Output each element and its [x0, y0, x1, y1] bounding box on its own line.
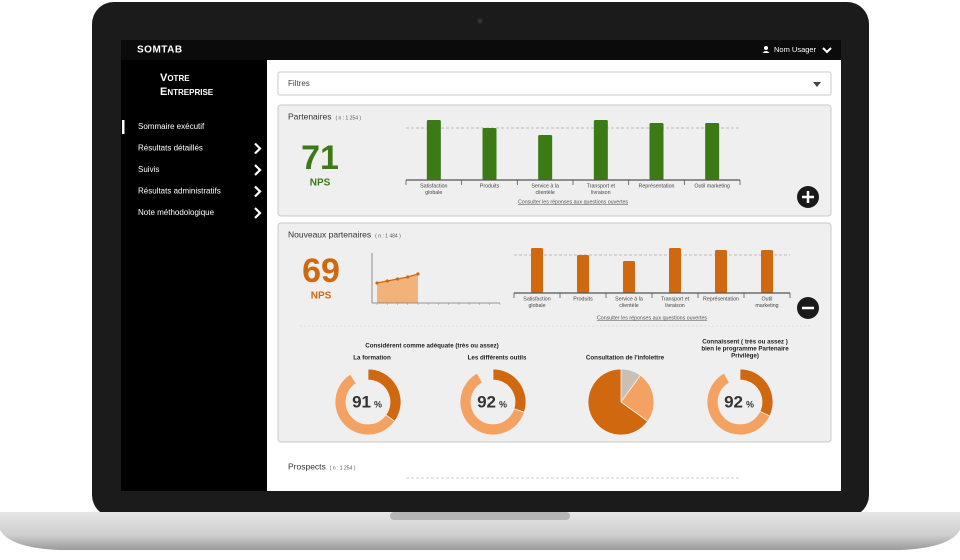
menu-item[interactable]: Résultats administratifs — [138, 187, 221, 196]
filters-label[interactable]: Filtres — [288, 79, 310, 88]
donut-unit: % — [499, 399, 507, 409]
donut-label: Connaissent ( très ou assez ) — [702, 339, 788, 346]
pie-slice — [620, 374, 655, 422]
bar-label: Représentation — [703, 296, 739, 302]
bar-label: Transport et — [587, 183, 616, 189]
panel-count: ( n : 1 484 ) — [375, 233, 401, 239]
bar — [715, 250, 727, 293]
donut-value: 92 — [724, 392, 743, 411]
bar-label: Outil marketing — [694, 183, 730, 189]
donut-unit: % — [746, 399, 754, 409]
bar — [426, 120, 441, 180]
donut-unit: % — [374, 399, 382, 409]
bar-label: Outil — [762, 296, 773, 302]
user-name[interactable]: Nom Usager — [774, 45, 817, 54]
trend-point — [395, 277, 400, 281]
menu-item[interactable]: Note méthodologique — [138, 208, 215, 217]
menu-chevron[interactable] — [254, 207, 262, 219]
donut-segment — [459, 372, 525, 436]
sidebar — [121, 60, 267, 491]
donut-label: Privilège) — [731, 353, 759, 360]
nps-score: 69 — [302, 252, 340, 290]
logo: SOMTAB — [137, 45, 183, 56]
donut-heading: Considérent comme adéquate (très ou asse… — [365, 343, 498, 350]
panel — [277, 104, 832, 217]
bar-label: Produits — [573, 296, 593, 302]
panel-count: ( n : 1 254 ) — [335, 115, 361, 121]
active-indicator — [122, 120, 125, 134]
donut-label: bien le programme Partenaire — [701, 346, 789, 353]
bar — [761, 250, 773, 293]
open-answers-link[interactable]: Consulter les réponses aux questions ouv… — [597, 315, 707, 321]
plus-icon[interactable] — [802, 191, 814, 203]
bar — [593, 120, 608, 180]
donut-value: 91 — [352, 392, 371, 411]
menu-item[interactable]: Résultats détaillés — [138, 144, 203, 153]
bar — [649, 123, 664, 180]
donut-label: Consultation de l'infolettre — [586, 355, 665, 362]
bar — [482, 128, 497, 180]
bar-label: Service à la — [531, 183, 559, 189]
menu-item[interactable]: Suivis — [138, 165, 159, 174]
donut-label: Les différents outils — [468, 355, 527, 362]
bar-label: Représentation — [639, 183, 675, 189]
filters-caret[interactable] — [813, 82, 821, 87]
user-icon — [764, 46, 768, 50]
trend-point — [416, 272, 420, 276]
bar-label: clientèle — [535, 190, 554, 196]
bar-label: globale — [425, 190, 442, 196]
nps-label: NPS — [310, 178, 331, 189]
panel-title: Partenaires — [288, 111, 331, 121]
menu-item[interactable]: Sommaire exécutif — [138, 122, 205, 131]
bar-label: Service à la — [615, 296, 643, 302]
pie-slice — [587, 368, 649, 436]
bar — [538, 135, 553, 180]
bar-label: Satisfaction — [420, 183, 447, 189]
bar — [531, 248, 543, 293]
camera — [477, 18, 483, 24]
user-icon — [762, 51, 770, 53]
bar-label: marketing — [755, 303, 778, 309]
bar-label: livraison — [591, 190, 610, 196]
trend-point — [375, 281, 379, 285]
brand-title: Votre — [160, 72, 190, 84]
open-answers-link[interactable]: Consulter les réponses aux questions ouv… — [518, 199, 628, 205]
panel-count: ( n : 1 254 ) — [330, 465, 356, 471]
filters-box[interactable] — [277, 71, 832, 96]
nps-score: 71 — [301, 139, 339, 177]
nps-label: NPS — [311, 291, 332, 302]
menu-chevron[interactable] — [254, 164, 262, 176]
brand-title: Entreprise — [160, 86, 214, 98]
bar — [705, 123, 720, 180]
bar — [577, 255, 589, 293]
user-chevron[interactable] — [822, 47, 832, 54]
menu-chevron[interactable] — [254, 185, 262, 198]
bar-label: clientèle — [619, 303, 638, 309]
laptop-notch — [390, 512, 570, 520]
donut-segment — [706, 372, 771, 436]
bar-label: Transport et — [661, 296, 690, 302]
donut-label: La formation — [353, 355, 391, 362]
bar-label: Produits — [480, 183, 500, 189]
trend-point — [406, 275, 410, 279]
trend-point — [385, 279, 389, 283]
panel-title: Prospects — [288, 461, 326, 471]
panel-title: Nouveaux partenaires — [288, 229, 371, 239]
laptop-base — [0, 512, 960, 550]
donut-value: 92 — [477, 392, 496, 411]
top-bar — [121, 40, 841, 60]
bar — [669, 248, 681, 293]
bar-label: globale — [528, 303, 545, 309]
donut-segment — [334, 373, 396, 436]
bar-label: Satisfaction — [523, 296, 550, 302]
bar — [623, 261, 635, 293]
bar-label: livraison — [665, 303, 684, 309]
menu-chevron[interactable] — [254, 142, 262, 155]
